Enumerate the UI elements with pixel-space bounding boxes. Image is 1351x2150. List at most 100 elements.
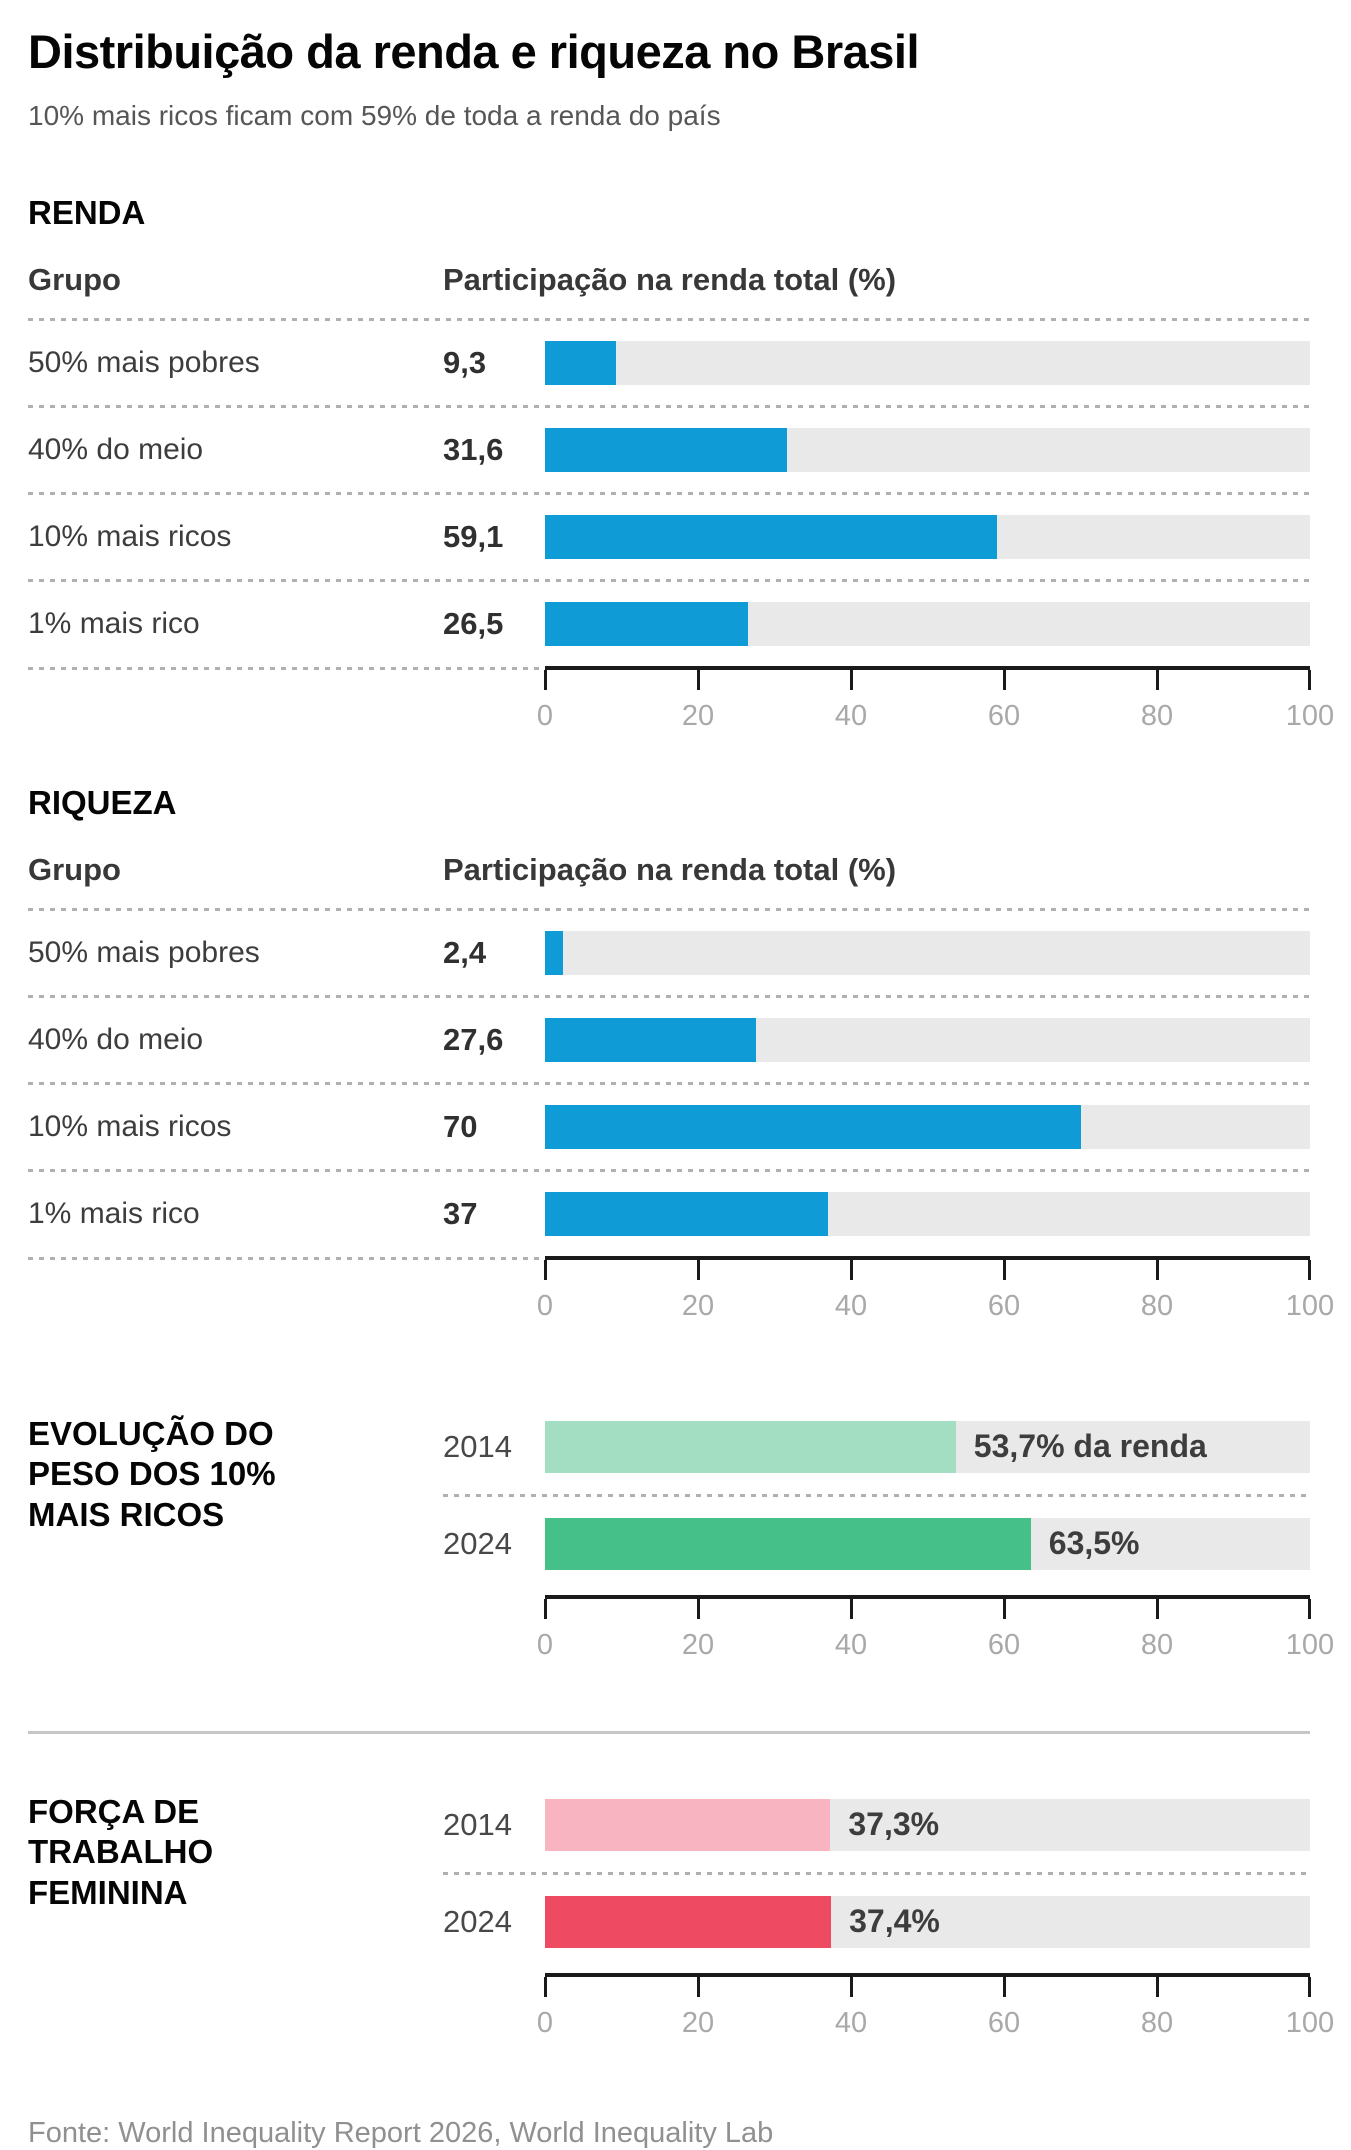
section-forca-title: FORÇA DE TRABALHO FEMININA (28, 1792, 214, 1911)
section-evolucao: EVOLUÇÃO DO PESO DOS 10% MAIS RICOS 2014… (28, 1410, 1334, 1677)
column-header-group: Grupo (28, 261, 121, 297)
dotted-separator (28, 491, 1310, 495)
axis-tick-label: 40 (834, 1628, 868, 1661)
row-value: 9,3 (443, 344, 487, 380)
axis-tick (544, 1976, 547, 1997)
table-row: 2014 37,3% (443, 1788, 1310, 1862)
source-note: Fonte: World Inequality Report 2026, Wor… (28, 2116, 774, 2149)
bar-fill (545, 427, 787, 472)
axis-tick-label: 100 (1285, 699, 1335, 732)
axis-tick-label: 100 (1285, 1289, 1335, 1322)
axis-tick-label: 40 (834, 1289, 868, 1322)
section-forca: FORÇA DE TRABALHO FEMININA 2014 37,3% 20… (28, 1788, 1334, 2055)
table-header: Grupo Participação na renda total (%) (28, 852, 1310, 908)
section-riqueza-title: RIQUEZA (28, 783, 177, 821)
bar-track: 37,3% (545, 1798, 1310, 1851)
axis-tick (1308, 669, 1311, 690)
bar-track: 63,5% (545, 1517, 1310, 1570)
dotted-separator (28, 666, 545, 670)
axis-tick-label: 20 (681, 699, 715, 732)
row-value: 26,5 (443, 605, 504, 641)
year-label: 2014 (443, 1806, 512, 1842)
axis-tick (1156, 1259, 1159, 1280)
axis-tick (1003, 1976, 1006, 1997)
axis-tick (544, 1598, 547, 1619)
section-renda-title: RENDA (28, 193, 146, 231)
section-renda: RENDA Grupo Participação na renda total … (28, 193, 1334, 748)
axis-tick-label: 60 (987, 1289, 1021, 1322)
section-forca-chart: 2014 37,3% 2024 37,4% (443, 1788, 1334, 2055)
x-axis: 0 20 40 60 80 100 (537, 1972, 1334, 2051)
axis-tick (1156, 1598, 1159, 1619)
axis-tick-label: 80 (1140, 699, 1174, 732)
table-row: 1% mais rico 26,5 (28, 582, 1310, 666)
table-row: 50% mais pobres 2,4 (28, 911, 1310, 995)
axis-tick (544, 1259, 547, 1280)
axis-tick (850, 1976, 853, 1997)
axis-tick-label: 0 (536, 699, 554, 732)
page-subtitle: 10% mais ricos ficam com 59% de toda a r… (28, 99, 721, 131)
dotted-separator (28, 317, 1310, 321)
bar-track: 53,7% da renda (545, 1420, 1310, 1473)
year-label: 2014 (443, 1428, 512, 1464)
row-label: 50% mais pobres (28, 935, 260, 969)
dotted-separator (28, 1081, 1310, 1085)
axis-tick (697, 1259, 700, 1280)
axis-tick-label: 60 (987, 699, 1021, 732)
dotted-separator (443, 1493, 1310, 1497)
axis-tick-label: 20 (681, 1628, 715, 1661)
row-label: 40% do meio (28, 432, 204, 466)
axis-tick-label: 60 (987, 2006, 1021, 2039)
column-header-value: Participação na renda total (%) (443, 851, 897, 887)
axis-tick-label: 20 (681, 1289, 715, 1322)
section-evolucao-title: EVOLUÇÃO DO PESO DOS 10% MAIS RICOS (28, 1414, 276, 1533)
bar-track: 37,4% (545, 1895, 1310, 1948)
axis-riqueza: 0 20 40 60 80 100 (28, 1255, 1334, 1338)
bar-value-label: 37,4% (849, 1903, 940, 1940)
axis-tick (1003, 1259, 1006, 1280)
axis-tick-label: 0 (536, 1628, 554, 1661)
row-value: 37 (443, 1195, 478, 1231)
axis-spacer (443, 1974, 545, 1977)
dotted-separator (28, 1256, 545, 1260)
bar-fill (545, 601, 748, 646)
dotted-separator (443, 1871, 1310, 1875)
x-axis: 0 20 40 60 80 100 (537, 665, 1334, 744)
bar-fill (545, 1420, 956, 1473)
axis-tick (1308, 1598, 1311, 1619)
bar-fill (545, 514, 998, 559)
axis-evolucao: 0 20 40 60 80 100 (443, 1594, 1334, 1677)
dotted-separator (28, 404, 1310, 408)
page-title: Distribuição da renda e riqueza no Brasi… (28, 25, 920, 78)
axis-tick-label: 20 (681, 2006, 715, 2039)
axis-tick-label: 80 (1140, 2006, 1174, 2039)
bar-fill (545, 1017, 757, 1062)
table-row: 2024 63,5% (443, 1507, 1310, 1581)
table-row: 2024 37,4% (443, 1885, 1310, 1959)
column-header-value: Participação na renda total (%) (443, 261, 897, 297)
x-axis: 0 20 40 60 80 100 (537, 1594, 1334, 1673)
axis-tick-label: 40 (834, 2006, 868, 2039)
bar-track (545, 340, 1310, 385)
bar-value-label: 53,7% da renda (973, 1428, 1207, 1465)
row-value: 2,4 (443, 934, 487, 970)
bar-track (545, 1017, 1310, 1062)
axis-tick-label: 0 (536, 1289, 554, 1322)
bar-value-label: 63,5% (1048, 1525, 1140, 1562)
row-label: 10% mais ricos (28, 519, 232, 553)
bar-track (545, 601, 1310, 646)
axis-tick (1003, 669, 1006, 690)
bar-fill (545, 1517, 1031, 1570)
axis-tick (697, 1598, 700, 1619)
axis-tick (544, 669, 547, 690)
bar-value-label: 37,3% (848, 1806, 940, 1843)
axis-tick (1308, 1976, 1311, 1997)
bar-track (545, 427, 1310, 472)
table-row: 10% mais ricos 59,1 (28, 495, 1310, 579)
axis-tick (850, 1259, 853, 1280)
axis-tick (697, 1976, 700, 1997)
dotted-separator (28, 994, 1310, 998)
column-header-group: Grupo (28, 851, 121, 887)
year-label: 2024 (443, 1903, 512, 1939)
bar-track (545, 1104, 1310, 1149)
